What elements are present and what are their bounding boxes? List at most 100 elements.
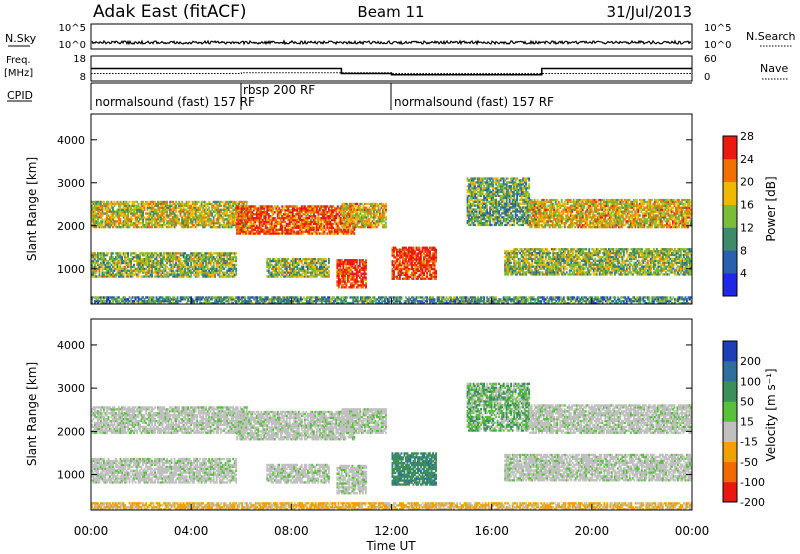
power-colorbar-swatch-2 [723,227,737,251]
cpid-segment-1: normalsound (fast) 157 RF [95,95,255,109]
velocity-colorbar-level-0: 200 [740,355,761,368]
velocity-y-axis-label: Slant Range [km] [25,362,39,466]
power-panel: 1000 2000 3000 4000 Slant Range [km] 4 8 12 16… [25,113,778,305]
velocity-y-tick-label-2: 3000 [57,382,85,395]
power-colorbar: 4 8 12 16 20 24 28 [722,130,754,297]
power-y-axis-label: Slant Range [km] [25,157,39,261]
noise-trace [91,39,692,46]
power-colorbar-swatch-3 [723,204,737,228]
velocity-echo-region-3 [266,463,330,484]
velocity-colorbar-swatch-3 [723,421,737,442]
time-axis: 00:00 04:00 08:00 12:00 16:00 20:00 00:00 [74,298,709,538]
velocity-echo-region-8 [529,404,692,434]
frequency-left-label: Freq. [6,55,31,66]
noise-left-tick-bottom: 10^0 [59,40,86,51]
time-tick-label-3: 12:00 [374,524,409,538]
power-colorbar-swatch-0 [723,273,737,297]
power-echo-cells [91,177,692,304]
power-colorbar-swatch-6 [723,136,737,160]
velocity-colorbar-swatch-2 [723,441,737,462]
power-echo-region-3 [266,258,330,278]
station-title: Adak East (fitACF) [93,2,247,22]
power-echo-region-5 [336,259,367,289]
noise-panel-frame [90,23,693,50]
frequency-left-tick-top: 18 [73,54,86,65]
power-echo-region-10 [91,296,692,304]
velocity-echo-region-7 [466,382,531,432]
power-echo-region-1 [91,252,238,278]
velocity-colorbar-swatch-0 [723,481,737,503]
velocity-colorbar-frame [722,340,738,503]
power-echo-region-8 [529,198,692,229]
noise-sky-trace [91,39,692,46]
beam-title: Beam 11 [357,3,424,21]
velocity-colorbar-level-3: 15 [740,416,754,429]
power-colorbar-swatch-1 [723,250,737,274]
cpid-segment-3: normalsound (fast) 157 RF [394,95,554,109]
nave-right-label: Nave [760,62,788,75]
velocity-colorbar-swatch-7 [723,341,737,362]
velocity-colorbar-level-1: 100 [740,375,761,388]
noise-right-tick-top: 10^5 [704,23,731,34]
frequency-left-tick-bottom: 8 [80,72,86,83]
power-colorbar-level-6: 28 [740,130,754,143]
power-colorbar-level-2: 12 [740,221,754,234]
velocity-echo-region-1 [91,457,238,484]
nave-right-tick-top: 60 [704,54,717,65]
time-tick-label-1: 04:00 [174,524,209,538]
noise-left-tick-top: 10^5 [59,23,86,34]
time-axis-title: Time UT [365,539,416,553]
velocity-echo-region-4 [341,408,387,434]
velocity-colorbar-level-4: -15 [740,436,758,449]
nave-line [91,72,692,74]
velocity-y-tick-label-3: 4000 [57,339,85,352]
cpid-row: CPID normalsound (fast) 157 RF rbsp 200 … [7,82,692,110]
velocity-y-tick-label-0: 1000 [57,469,85,482]
power-y-tick-label-1: 2000 [57,220,85,233]
velocity-echo-region-6 [391,452,437,486]
velocity-echo-region-2 [236,410,356,441]
time-tick-label-0: 00:00 [74,524,109,538]
time-tick-label-5: 20:00 [575,524,610,538]
frequency-line [91,67,692,76]
cpid-segment-2: rbsp 200 RF [243,83,315,97]
velocity-echo-region-0 [91,406,248,434]
velocity-y-tick-label-1: 2000 [57,425,85,438]
velocity-colorbar-swatch-4 [723,401,737,422]
power-y-tick-label-3: 4000 [57,134,85,147]
velocity-colorbar-label: Velocity [m s⁻¹] [764,368,778,461]
noise-left-label: N.Sky [5,32,37,45]
time-tick-label-4: 16:00 [474,524,509,538]
velocity-colorbar-level-2: 50 [740,395,754,408]
velocity-echo-cells [91,382,692,510]
power-colorbar-level-1: 8 [740,244,747,257]
power-echo-region-4 [341,202,387,229]
noise-right-label: N.Search [746,30,796,43]
power-colorbar-label: Power [dB] [764,176,778,241]
nave-right-tick-bottom: 0 [704,72,710,83]
power-colorbar-level-0: 4 [740,267,747,280]
power-echo-region-6 [391,246,437,280]
power-y-tick-label-2: 3000 [57,177,85,190]
power-echo-region-7 [466,177,531,227]
power-colorbar-level-3: 16 [740,199,754,212]
velocity-echo-region-9 [504,453,692,482]
power-colorbar-swatch-5 [723,158,737,183]
velocity-colorbar-swatch-5 [723,381,737,402]
velocity-echo-region-5 [336,464,367,495]
cpid-label: CPID [7,89,33,102]
velocity-colorbar-level-6: -100 [740,476,765,489]
power-y-tick-label-0: 1000 [57,263,85,276]
velocity-colorbar-level-5: -50 [740,456,758,469]
velocity-colorbar: 200 100 50 15 -15 -50 -100 -200 [722,340,765,509]
time-tick-label-2: 08:00 [274,524,309,538]
velocity-panel: 1000 2000 3000 4000 Slant Range [km] 200 100… [25,318,778,511]
power-colorbar-swatch-4 [723,181,737,205]
velocity-colorbar-level-7: -200 [740,496,765,509]
velocity-y-ticks: 1000 2000 3000 4000 [57,339,692,482]
power-echo-region-0 [91,200,248,229]
power-echo-region-9 [504,248,692,276]
velocity-colorbar-swatch-1 [723,461,737,483]
velocity-colorbar-swatch-6 [723,361,737,382]
